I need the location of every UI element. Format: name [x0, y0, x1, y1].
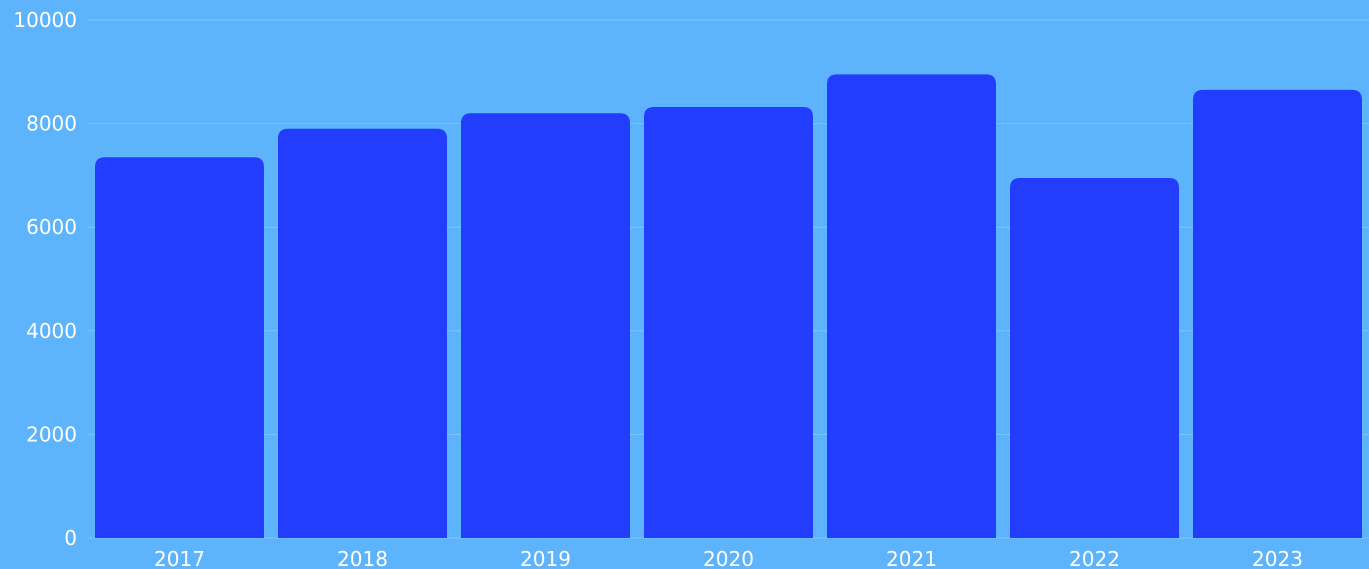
bar-2019	[461, 113, 630, 539]
bars	[95, 74, 1362, 539]
y-tick-label: 10000	[13, 8, 77, 32]
x-tick-label-2018: 2018	[337, 547, 388, 569]
x-tick-label-2017: 2017	[154, 547, 205, 569]
y-axis-tick-labels: 0 2000 4000 6000 8000 10000	[13, 8, 77, 550]
bar-2021	[827, 74, 996, 538]
y-tick-label: 2000	[26, 422, 77, 446]
bar-2018	[278, 128, 447, 538]
y-tick-label: 0	[64, 526, 77, 550]
x-tick-label-2022: 2022	[1069, 547, 1120, 569]
x-tick-label-2020: 2020	[703, 547, 754, 569]
x-tick-label-2019: 2019	[520, 547, 571, 569]
y-tick-label: 8000	[26, 112, 77, 136]
bar-2022	[1010, 177, 1179, 539]
y-tick-label: 6000	[26, 215, 77, 239]
x-axis-tick-labels: 2017 2018 2019 2020 2021 2022 2023	[154, 547, 1303, 569]
bar-2020	[644, 107, 813, 539]
x-tick-label-2023: 2023	[1252, 547, 1303, 569]
bar-2023	[1193, 89, 1362, 539]
bar-2017	[95, 157, 264, 538]
y-tick-label: 4000	[26, 319, 77, 343]
x-tick-label-2021: 2021	[886, 547, 937, 569]
